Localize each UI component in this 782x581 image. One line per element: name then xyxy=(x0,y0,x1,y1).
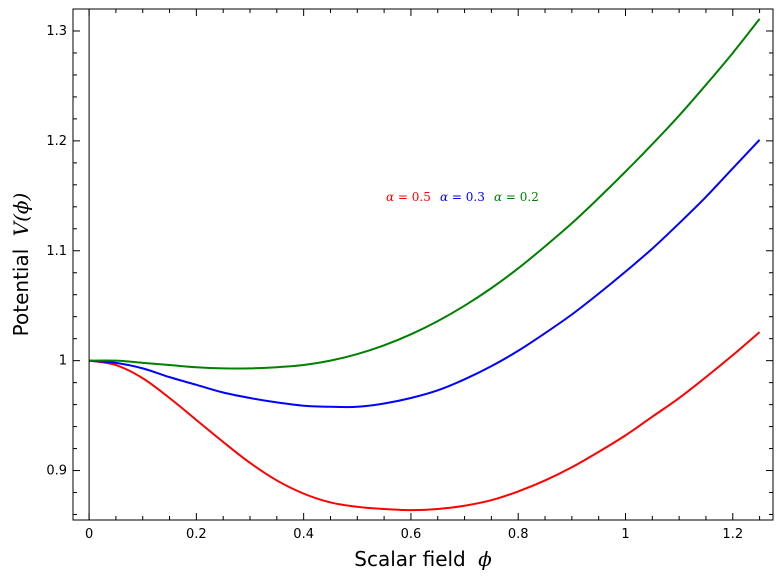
x-axis-title: Scalar field ϕ xyxy=(354,547,492,571)
series-line-3 xyxy=(89,18,761,370)
x-axis-title-text: Scalar field xyxy=(354,547,466,571)
y-tick-label: 0.9 xyxy=(46,464,67,479)
legend-label-1: α = 0.5 xyxy=(386,190,431,204)
legend-label-3: α = 0.2 xyxy=(494,190,539,204)
legend-equals: = xyxy=(448,190,466,204)
y-tick-label: 1.3 xyxy=(46,24,67,39)
x-tick-label: 1.2 xyxy=(722,527,743,542)
series-line-2 xyxy=(89,139,761,409)
x-tick-label: 0 xyxy=(85,527,93,542)
plot-frame xyxy=(72,8,774,521)
ticks-layer: 0 0.2 0.4 0.6 0.8 1 1.2 0.9 1 1.1 1.2 1.3 xyxy=(46,8,773,542)
x-tick-label: 0.2 xyxy=(186,527,207,542)
legend-value: 0.5 xyxy=(412,190,431,204)
y-tick-label: 1.1 xyxy=(46,244,67,259)
x-tick-label: 0.6 xyxy=(401,527,422,542)
legend-equals: = xyxy=(394,190,412,204)
legend-label-2: α = 0.3 xyxy=(440,190,485,204)
x-axis-title-symbol: ϕ xyxy=(478,547,492,571)
y-axis-title-symbol: V(ϕ) xyxy=(9,193,33,237)
legend-annotations: α = 0.5 α = 0.3 α = 0.2 xyxy=(386,190,539,204)
legend-symbol: α xyxy=(494,190,502,204)
x-tick-label: 0.8 xyxy=(508,527,529,542)
legend-equals: = xyxy=(502,190,520,204)
y-axis-title: Potential V(ϕ) xyxy=(9,193,33,337)
y-axis-title-text: Potential xyxy=(9,249,33,337)
x-tick-label: 0.4 xyxy=(293,527,314,542)
legend-value: 0.2 xyxy=(520,190,539,204)
legend-symbol: α xyxy=(386,190,394,204)
series-line-1 xyxy=(88,331,761,512)
x-tick-label: 1 xyxy=(621,527,629,542)
legend-value: 0.3 xyxy=(466,190,485,204)
y-tick-label: 1 xyxy=(59,354,67,369)
y-tick-label: 1.2 xyxy=(46,134,67,149)
legend-symbol: α xyxy=(440,190,448,204)
series-layer xyxy=(88,18,761,512)
